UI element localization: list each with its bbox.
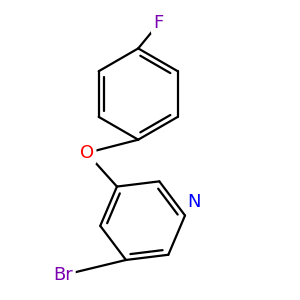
Text: F: F	[154, 14, 164, 32]
Text: N: N	[188, 193, 201, 211]
Text: O: O	[80, 144, 94, 162]
Text: Br: Br	[53, 266, 73, 284]
